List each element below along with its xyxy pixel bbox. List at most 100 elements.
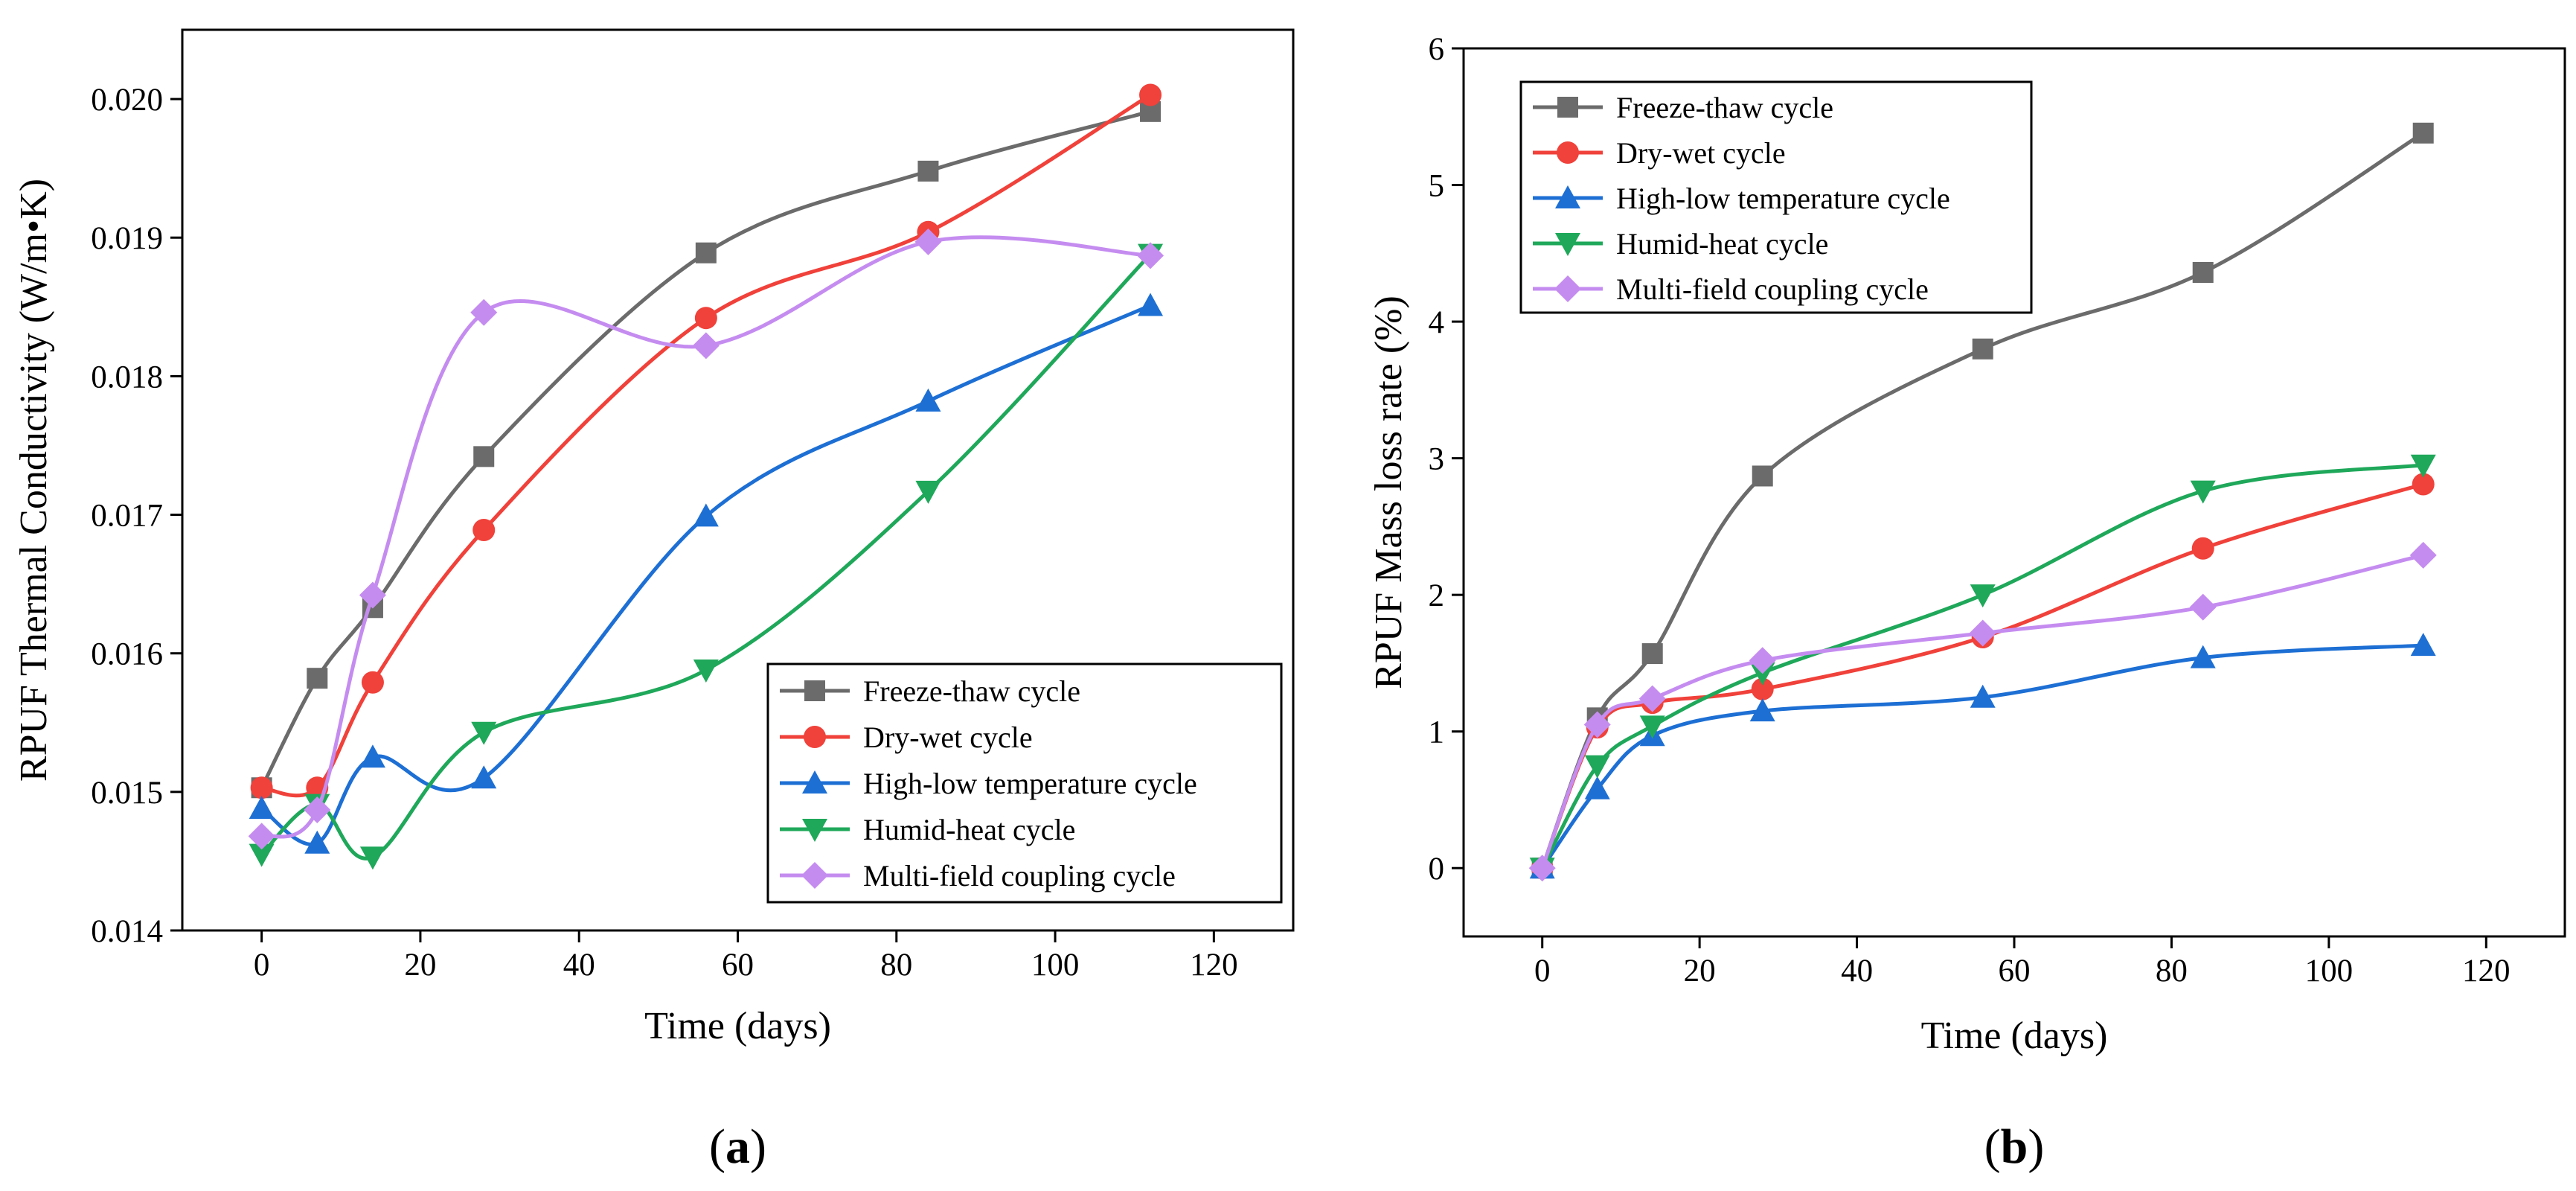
y-tick-label: 0.018 (91, 360, 163, 395)
legend-item: Dry-wet cycle (780, 721, 1033, 754)
series-line (1540, 643, 2423, 869)
series-group (248, 83, 1164, 870)
data-point (2189, 593, 2217, 621)
chart-b: 0 20 40 60 80 100 120 0 1 2 3 4 5 6 Time (days) RPUF Ma… (1368, 32, 2566, 1174)
x-tick-label: 80 (2156, 954, 2188, 989)
y-tick-label: 0.014 (91, 914, 163, 949)
series-high-low (1529, 633, 2436, 879)
x-tick-label: 120 (1190, 948, 1238, 983)
data-point (2410, 633, 2436, 657)
data-point (249, 796, 275, 820)
y-tick-label: 0.015 (91, 776, 163, 811)
series-line (1540, 463, 2424, 869)
data-point (359, 846, 385, 870)
data-point (692, 332, 720, 360)
data-point (304, 796, 331, 824)
legend-item: Multi-field coupling cycle (1533, 272, 1929, 306)
series-multi-field (248, 228, 1164, 850)
x-tick-label: 40 (1841, 954, 1873, 989)
y-axis-title: RPUF Mass loss rate (%) (1368, 296, 1410, 689)
y-tick-label: 0.016 (91, 637, 163, 672)
y-tick-label: 0.017 (91, 499, 163, 534)
y-tick-label: 0 (1429, 852, 1445, 887)
legend-item: High-low temperature cycle (780, 767, 1197, 800)
data-point (1972, 338, 1993, 360)
series-line (261, 93, 1152, 798)
data-point (1137, 242, 1164, 269)
data-point (248, 823, 275, 850)
data-point (471, 765, 497, 789)
legend-label: Dry-wet cycle (1616, 136, 1786, 170)
data-point (2192, 262, 2214, 284)
x-axis-title: Time (days) (644, 1005, 831, 1047)
data-point (1749, 698, 1775, 722)
legend: Freeze-thaw cycle Dry-wet cycle High-low t… (1519, 80, 2033, 314)
panel-label: (a) (709, 1120, 766, 1174)
series-group (1528, 122, 2437, 882)
data-point (914, 228, 942, 255)
legend-item: Dry-wet cycle (1533, 136, 1786, 170)
x-tick-label: 60 (1999, 954, 2031, 989)
legend-item: Freeze-thaw cycle (780, 674, 1080, 708)
data-point (1639, 715, 1665, 739)
series-line (260, 304, 1152, 846)
legend: Freeze-thaw cycle Dry-wet cycle High-low t… (766, 662, 1283, 904)
x-axis-ticks: 0 20 40 60 80 100 120 (254, 930, 1238, 983)
legend-label: Multi-field coupling cycle (1616, 272, 1929, 306)
y-tick-label: 4 (1429, 305, 1445, 340)
data-point (250, 776, 273, 799)
data-point (915, 480, 941, 504)
legend-item: Freeze-thaw cycle (1533, 91, 1833, 124)
data-point (694, 307, 717, 330)
data-point (2409, 541, 2437, 569)
panel-label-open: ( (709, 1120, 725, 1174)
legend-label: High-low temperature cycle (1616, 182, 1950, 215)
data-point (1751, 677, 1774, 700)
x-tick-label: 120 (2462, 954, 2511, 989)
data-point (2412, 122, 2434, 144)
legend-swatch-marker (802, 770, 827, 794)
data-point (1970, 584, 1996, 608)
legend-swatch-marker (1555, 233, 1580, 256)
data-point (359, 744, 385, 768)
x-axis-title: Time (days) (1921, 1015, 2108, 1057)
y-tick-label: 0.019 (91, 221, 163, 256)
x-tick-label: 0 (254, 948, 270, 983)
x-tick-label: 40 (563, 948, 595, 983)
data-point (1138, 293, 1164, 316)
legend-label: Humid-heat cycle (863, 813, 1075, 846)
legend-item: Humid-heat cycle (780, 813, 1075, 846)
x-tick-label: 80 (880, 948, 912, 983)
legend-label: Dry-wet cycle (863, 721, 1033, 754)
data-point (249, 843, 275, 867)
legend-swatch-marker (1554, 275, 1581, 302)
data-point (307, 668, 328, 689)
data-point (472, 519, 496, 542)
x-tick-label: 100 (2305, 954, 2354, 989)
data-point (304, 830, 330, 854)
x-tick-label: 100 (1031, 948, 1080, 983)
legend-label: High-low temperature cycle (863, 767, 1197, 800)
legend-item: Humid-heat cycle (1533, 227, 1828, 261)
x-tick-label: 20 (404, 948, 436, 983)
data-point (1969, 619, 1996, 647)
data-point (470, 298, 498, 326)
data-point (361, 671, 384, 694)
y-tick-label: 3 (1429, 442, 1445, 477)
data-point (1584, 776, 1610, 799)
panel-label-letter: a (725, 1120, 750, 1174)
legend-swatch-marker (804, 726, 826, 748)
series-dry-wet (1531, 473, 2435, 880)
data-point (471, 721, 497, 745)
chart-a: 0 20 40 60 80 100 120 0.014 0.015 0.016 0.017 0.018… (13, 28, 1295, 1174)
x-tick-label: 60 (722, 948, 754, 983)
data-point (693, 503, 719, 527)
x-tick-label: 0 (1534, 954, 1551, 989)
y-tick-label: 6 (1429, 32, 1445, 67)
y-tick-label: 0.020 (91, 83, 163, 118)
data-point (1752, 465, 1773, 487)
data-point (917, 160, 939, 182)
legend-box (1519, 80, 2033, 314)
data-point (2410, 454, 2436, 478)
